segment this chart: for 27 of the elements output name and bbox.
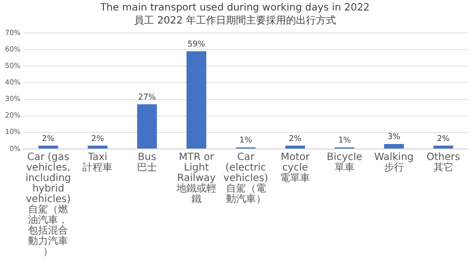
data-label: 27% [138, 92, 156, 102]
x-tick-label: MTR or Light Railway 地鐵或輕鐵 [175, 152, 216, 205]
data-label: 3% [388, 132, 401, 142]
data-label: 2% [42, 134, 55, 143]
bar [384, 144, 404, 148]
bar [137, 104, 157, 148]
category-label: Car (gas vehicles, including hybrid vehicles) 自駕（燃油汽車，包括混合動力汽車） [25, 152, 72, 258]
data-label: 1% [239, 135, 253, 144]
data-label: 2% [436, 134, 450, 143]
x-tick-label: Others 其它 [426, 152, 460, 174]
data-label: 2% [288, 134, 302, 143]
x-tick-label: Bus 巴士 [137, 152, 158, 174]
bar [433, 146, 454, 148]
x-tick-label: Car (electric vehicles) 自駕（電動汽車） [223, 152, 268, 205]
x-tick-label: Bicycle 單車 [326, 152, 362, 174]
bar [88, 146, 108, 148]
chart-title: The main transport used during working days in 2022 [99, 2, 370, 14]
data-label: 1% [338, 135, 352, 144]
data-label: 2% [91, 134, 104, 143]
chart-subtitle: 員工 2022 年工作日期間主要採用的出行方式 [134, 14, 336, 27]
x-tick-label: Motor cycle 電單車 [280, 152, 310, 184]
bar [38, 146, 58, 148]
x-tick-label: Taxi 計程車 [82, 152, 113, 174]
x-tick-label: Walking 步行 [374, 152, 414, 174]
bar [285, 146, 306, 148]
bar [186, 51, 206, 148]
data-label: 59% [188, 39, 206, 48]
